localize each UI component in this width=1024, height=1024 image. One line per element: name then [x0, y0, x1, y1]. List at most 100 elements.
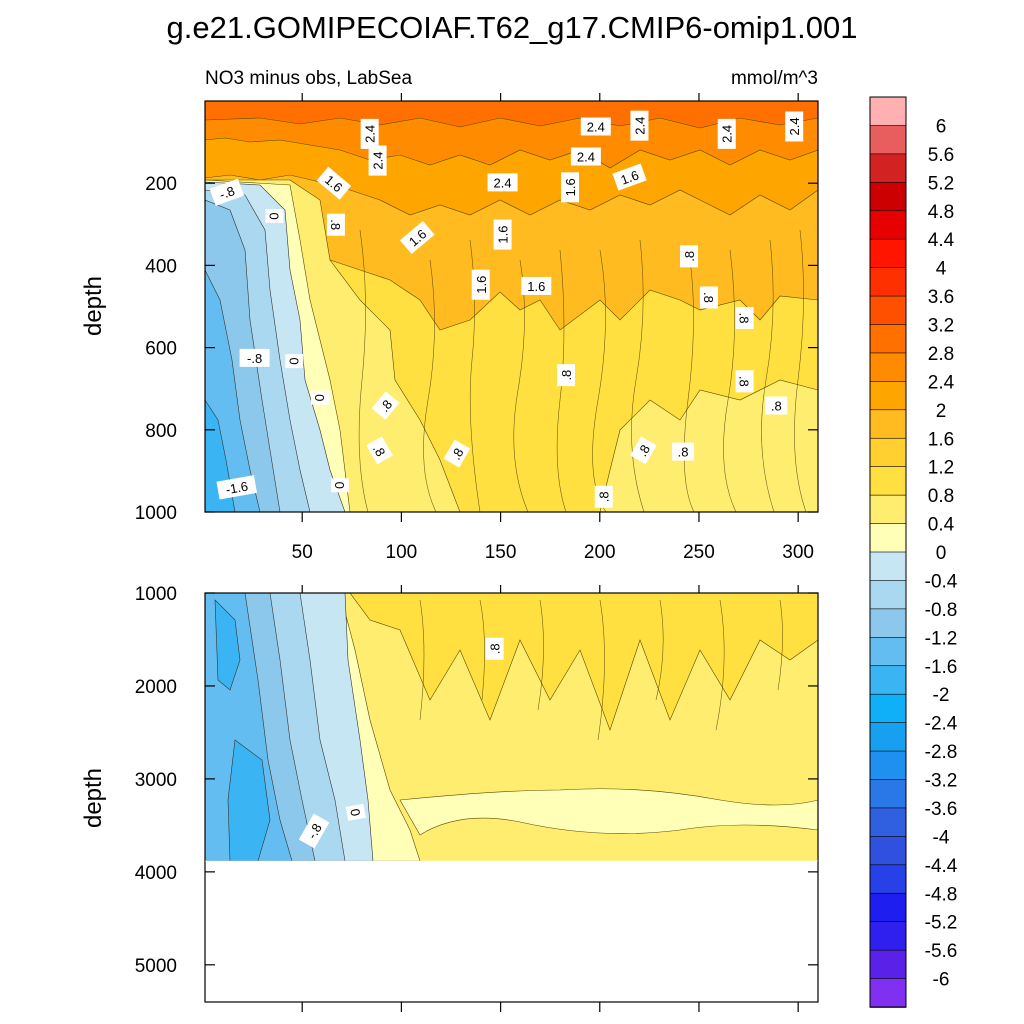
contour-label-bg	[735, 370, 754, 393]
colorbar-swatch	[869, 437, 907, 468]
colorbar-swatch	[869, 949, 907, 980]
contour-label-bg	[239, 348, 270, 367]
colorbar-swatch	[869, 125, 907, 155]
lower-contour-lines	[419, 599, 783, 741]
upper-x-axis: 50 100 150 200 250 300	[292, 93, 814, 563]
contour-label-bg	[330, 478, 349, 493]
contour-label-text: -.8	[217, 183, 236, 202]
colorbar-swatch	[869, 96, 907, 127]
colorbar-label: -4	[933, 827, 950, 848]
colorbar-label: 4	[936, 259, 947, 280]
contour-label-bg	[493, 219, 512, 250]
contour-label: .8	[443, 439, 471, 468]
contour-label: 0	[265, 209, 284, 224]
contour-label-text: 2.4	[494, 175, 512, 190]
contour-label-bg	[471, 269, 490, 300]
colorbar-label: 0	[936, 543, 947, 564]
contour-label-bg	[316, 166, 352, 200]
contour-label: .8	[735, 307, 754, 330]
contour-label-bg	[209, 178, 244, 206]
lower-y-axis: 1000 2000 3000 4000 5000	[135, 584, 818, 977]
colorbar-label: 0.4	[928, 515, 955, 536]
colorbar-swatch	[869, 637, 907, 667]
upper-y-axis: 200 400 600 800 1000	[135, 174, 818, 524]
lower-frame	[204, 592, 819, 1003]
contour-label: 2.4	[717, 118, 736, 149]
colorbar-label: -2.4	[925, 714, 958, 735]
contour-label-bg	[672, 442, 695, 461]
x-tick-label: 250	[683, 542, 715, 563]
colorbar-swatch	[869, 978, 907, 1008]
contour-label-text: -1.6	[224, 479, 249, 498]
contour-label-text: 0	[332, 482, 347, 489]
colorbar-label: 1.2	[928, 458, 954, 479]
colorbar-label: 6	[936, 116, 947, 137]
contour-label-bg	[717, 118, 736, 149]
contour-label-bg	[699, 286, 718, 309]
contour-label-bg	[485, 637, 504, 660]
contour-label: .8	[557, 364, 576, 387]
contour-label-bg	[216, 475, 258, 500]
colorbar-label: -2	[933, 685, 950, 706]
colorbar-label: -0.8	[925, 600, 958, 621]
contour-label: 0	[330, 478, 349, 493]
x-tick-label: 50	[292, 542, 313, 563]
y-tick-label: 1000	[135, 503, 177, 524]
contour-label: .8	[366, 436, 393, 465]
contour-label: 2.4	[580, 117, 611, 136]
colorbar-label: -4.4	[925, 856, 958, 877]
contour-label-text: 0	[266, 212, 281, 219]
contour-label: 2.4	[570, 147, 601, 166]
contour-label-bg	[366, 436, 393, 465]
contour-label-bg	[765, 396, 788, 415]
colorbar-swatch	[869, 807, 907, 838]
contour-label-text: .8	[701, 292, 716, 303]
contour-label-bg	[580, 117, 611, 136]
contour-label-bg	[399, 220, 435, 254]
colorbar-swatch	[869, 750, 907, 781]
upper-frame	[204, 100, 819, 513]
colorbar-label: -5.2	[925, 913, 958, 934]
y-tick-label: 4000	[135, 863, 177, 884]
contour-label: .8	[699, 286, 718, 309]
colorbar-swatch	[869, 693, 907, 724]
variable-label: NO3 minus obs, LabSea	[205, 68, 412, 89]
contour-label-bg	[680, 245, 699, 268]
lower-x-axis	[301, 585, 799, 1012]
contour-label-text: -.8	[304, 821, 325, 842]
x-tick-label: 100	[386, 542, 418, 563]
contour-label: -.8	[239, 348, 270, 367]
lower-panel: .8 0 -.8 1000 2000 3000 4000 5000 depth	[80, 584, 819, 1012]
contour-label-bg	[612, 163, 647, 191]
contour-label: .8	[765, 396, 788, 415]
contour-label: .8	[594, 485, 613, 508]
contour-label: 2.4	[360, 118, 379, 149]
colorbar-label: 0.8	[928, 486, 954, 507]
colorbar-swatch	[869, 409, 907, 440]
contour-label-text: 1.6	[527, 279, 545, 294]
x-tick-label: 150	[485, 542, 517, 563]
colorbar-label: -3.2	[925, 771, 958, 792]
contour-label: 1.6	[521, 276, 552, 295]
colorbar-swatch	[869, 494, 907, 525]
colorbar-swatch	[869, 324, 907, 354]
upper-band-3.2	[205, 101, 818, 129]
contour-label-text: 2.4	[371, 152, 386, 170]
colorbar-swatch	[869, 722, 907, 752]
colorbar-swatch	[869, 381, 907, 411]
colorbar-label: -6	[933, 970, 950, 991]
upper-panel: 2.4 2.4 2.4 2.4 2.4 2.4 2.4 2.4 1.6 1.6 1.6 1.6 1.6 1…	[80, 93, 819, 563]
contour-label-bg	[785, 111, 804, 142]
contour-label-text: 1.6	[496, 226, 511, 244]
contour-label: .8	[485, 637, 504, 660]
contour-label: 2.4	[785, 111, 804, 142]
contour-label-bg	[594, 485, 613, 508]
contour-label: 1.6	[471, 269, 490, 300]
contour-label-text: 2.4	[720, 125, 735, 143]
colorbar-label: 1.6	[928, 429, 954, 450]
colorbar-frame	[869, 96, 907, 1008]
colorbar-label: -4.8	[925, 884, 958, 905]
contour-label-bg	[735, 307, 754, 330]
colorbar-swatch	[869, 523, 907, 553]
contour-label-text: 2.4	[787, 117, 802, 135]
